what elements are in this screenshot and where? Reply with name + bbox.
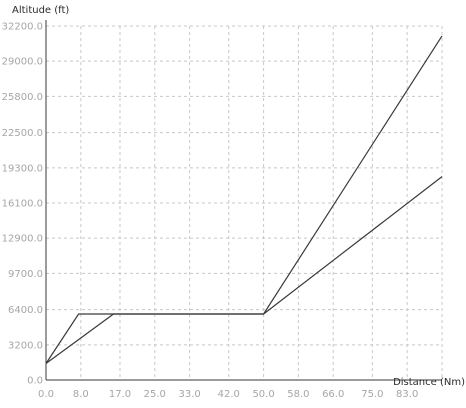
x-tick-label: 66.0	[322, 389, 344, 400]
y-tick-label: 22500.0	[2, 128, 43, 139]
x-tick-label: 50.0	[252, 389, 274, 400]
series-line-2	[45, 176, 443, 364]
x-tick-label: 8.0	[73, 389, 89, 400]
x-axis-title: Distance (Nm)	[393, 377, 465, 388]
x-tick-label: 0.0	[38, 389, 54, 400]
x-tick-label: 58.0	[287, 389, 309, 400]
x-tick-label: 33.0	[178, 389, 200, 400]
x-tick-label: 83.0	[396, 389, 418, 400]
y-tick-label: 3200.0	[8, 340, 43, 351]
x-tick-label: 75.0	[361, 389, 383, 400]
y-tick-label: 16100.0	[2, 199, 43, 210]
y-tick-label: 0.0	[27, 376, 43, 387]
y-tick-labels: 0.0 3200.0 6400.0 9700.0 12900.0 16100.0 19300…	[2, 22, 43, 387]
grid-layer	[46, 25, 443, 380]
x-tick-label: 42.0	[218, 389, 240, 400]
x-tick-labels: 0.0 8.0 17.0 25.0 33.0 42.0 50.0 58.0 66.0 75.0 83…	[38, 389, 418, 400]
y-tick-label: 29000.0	[2, 57, 43, 68]
y-tick-label: 12900.0	[2, 234, 43, 245]
axis-layer	[45, 20, 442, 381]
x-tick-label: 17.0	[109, 389, 131, 400]
y-tick-label: 6400.0	[8, 305, 43, 316]
series-layer	[45, 35, 443, 364]
y-axis-title: Altitude (ft)	[12, 5, 69, 16]
y-tick-label: 19300.0	[2, 163, 43, 174]
x-tick-label: 25.0	[144, 389, 166, 400]
y-tick-label: 32200.0	[2, 22, 43, 33]
y-tick-label: 25800.0	[2, 92, 43, 103]
y-tick-label: 9700.0	[8, 269, 43, 280]
